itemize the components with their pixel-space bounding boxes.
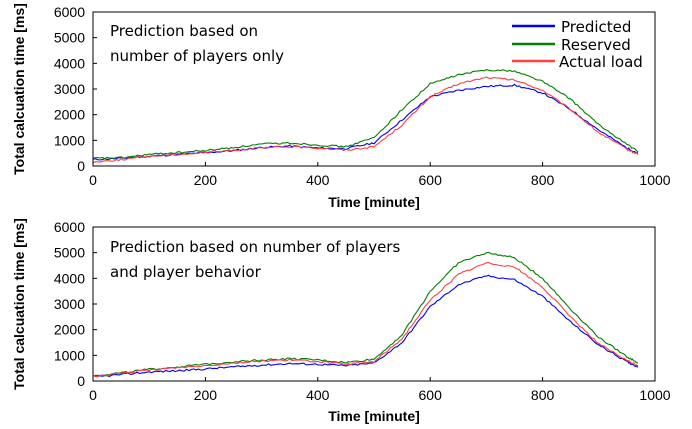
bottom-y-tick-label: 1000 [54,347,85,363]
legend-predicted-label: Predicted [561,18,631,36]
top-x-tick-label: 0 [89,172,97,188]
bottom-y-tick-label: 2000 [54,322,85,338]
legend-reserved-label: Reserved [561,36,631,54]
bottom-annotation-line1: Prediction based on number of players [110,238,400,256]
top-y-tick-label: 0 [77,158,85,174]
legend-actual-load-label: Actual load [559,53,643,71]
top-x-axis-label: Time [minute] [328,194,420,210]
bottom-y-tick-label: 5000 [54,245,85,261]
bottom-x-tick-label: 0 [89,387,97,403]
top-chart-panel: 0 200 400 600 800 1000 0 1000 2000 3000 4000 5000 60… [11,3,671,210]
top-annotation-line1: Prediction based on [110,22,258,40]
top-x-tick-label: 1000 [639,172,670,188]
top-x-tick-label: 400 [306,172,330,188]
bottom-y-tick-label: 3000 [54,296,85,312]
bottom-x-tick-label: 200 [194,387,218,403]
bottom-series-predicted [92,274,639,378]
top-y-axis-label: Total calcuation time [ms] [11,3,27,175]
top-y-tick-label: 2000 [54,107,85,123]
bottom-x-axis-label: Time [minute] [328,408,420,424]
bottom-x-tick-label: 1000 [639,387,670,403]
bottom-chart-ticks: 0 200 400 600 800 1000 0 1000 2000 3000 4000 5000 60… [54,219,671,403]
bottom-y-tick-label: 4000 [54,270,85,286]
legend: Predicted Reserved Actual load [512,18,643,71]
top-annotation-line2: number of players only [110,47,284,65]
bottom-y-tick-label: 0 [77,373,85,389]
top-series-reserved [92,69,639,160]
bottom-y-tick-label: 6000 [54,219,85,235]
top-y-tick-label: 3000 [54,81,85,97]
top-y-tick-label: 4000 [54,55,85,71]
top-chart-lines [92,69,639,164]
top-x-tick-label: 800 [531,172,555,188]
top-y-tick-label: 1000 [54,132,85,148]
bottom-annotation-line2: and player behavior [110,263,262,281]
bottom-series-actual-load [92,261,639,378]
bottom-x-tick-label: 400 [306,387,330,403]
top-y-tick-label: 6000 [54,4,85,20]
bottom-y-axis-label: Total calcuation time [ms] [11,218,27,390]
bottom-chart-panel: 0 200 400 600 800 1000 0 1000 2000 3000 4000 5000 60… [11,218,671,424]
bottom-chart-lines [92,251,639,378]
top-chart-ticks: 0 200 400 600 800 1000 0 1000 2000 3000 4000 5000 60… [54,4,671,188]
top-series-actual-load [92,76,639,164]
bottom-x-tick-label: 600 [419,387,443,403]
top-y-tick-label: 5000 [54,30,85,46]
top-x-tick-label: 200 [194,172,218,188]
bottom-x-tick-label: 800 [531,387,555,403]
bottom-series-reserved [92,251,639,377]
top-x-tick-label: 600 [419,172,443,188]
